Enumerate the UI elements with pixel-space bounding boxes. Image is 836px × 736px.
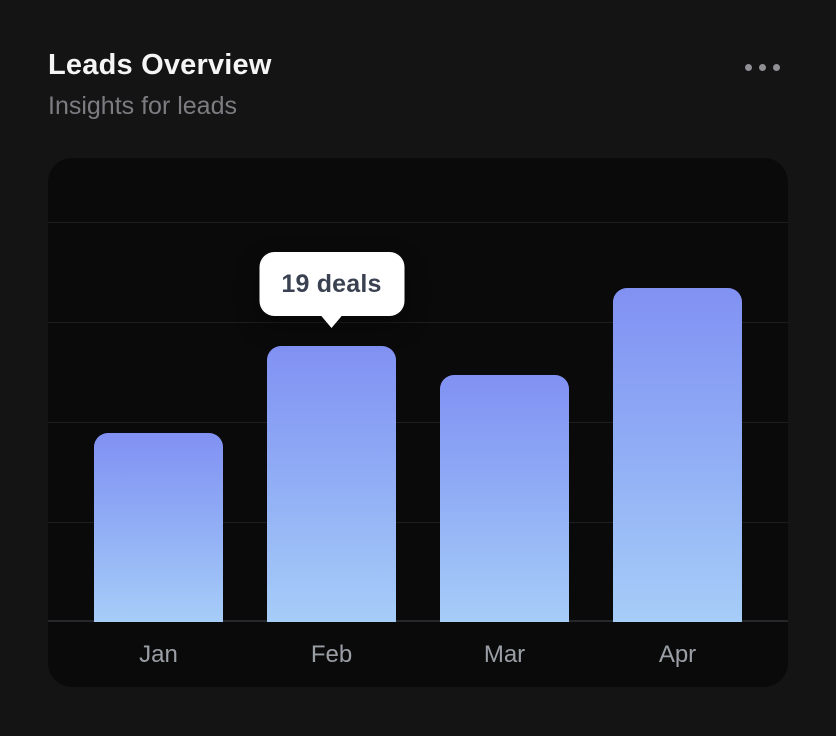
- tooltip-tail-icon: [320, 315, 343, 328]
- bar-jan[interactable]: [94, 433, 223, 622]
- plot-area: 19 deals: [48, 158, 788, 622]
- gridline: [48, 322, 788, 323]
- page-title: Leads Overview: [48, 49, 272, 81]
- bar-column-apr: [591, 158, 764, 622]
- ellipsis-icon: [759, 64, 766, 71]
- ellipsis-icon: [773, 64, 780, 71]
- axis-label-feb: Feb: [310, 640, 353, 668]
- card-header: Leads Overview Insights for leads: [48, 49, 788, 121]
- more-options-button[interactable]: [739, 58, 786, 77]
- x-axis-line: [48, 620, 788, 622]
- bar-apr[interactable]: [613, 288, 742, 622]
- bar-chart-panel: 19 deals Jan Feb Mar Apr: [48, 158, 788, 687]
- axis-label-jan: Jan: [139, 640, 178, 668]
- axis-label-mar: Mar: [483, 640, 526, 668]
- bar-column-mar: [418, 158, 591, 622]
- ellipsis-icon: [745, 64, 752, 71]
- gridline: [48, 222, 788, 223]
- bars-container: [72, 158, 764, 622]
- page-subtitle: Insights for leads: [48, 91, 237, 120]
- bar-feb[interactable]: [267, 346, 396, 622]
- bar-column-jan: [72, 158, 245, 622]
- bar-mar[interactable]: [440, 375, 569, 622]
- gridline: [48, 422, 788, 423]
- gridline: [48, 522, 788, 523]
- bar-column-feb: [245, 158, 418, 622]
- x-axis-labels: Jan Feb Mar Apr: [72, 622, 764, 687]
- tooltip-label: 19 deals: [281, 269, 382, 298]
- axis-label-apr: Apr: [658, 640, 697, 668]
- tooltip: 19 deals: [259, 252, 404, 328]
